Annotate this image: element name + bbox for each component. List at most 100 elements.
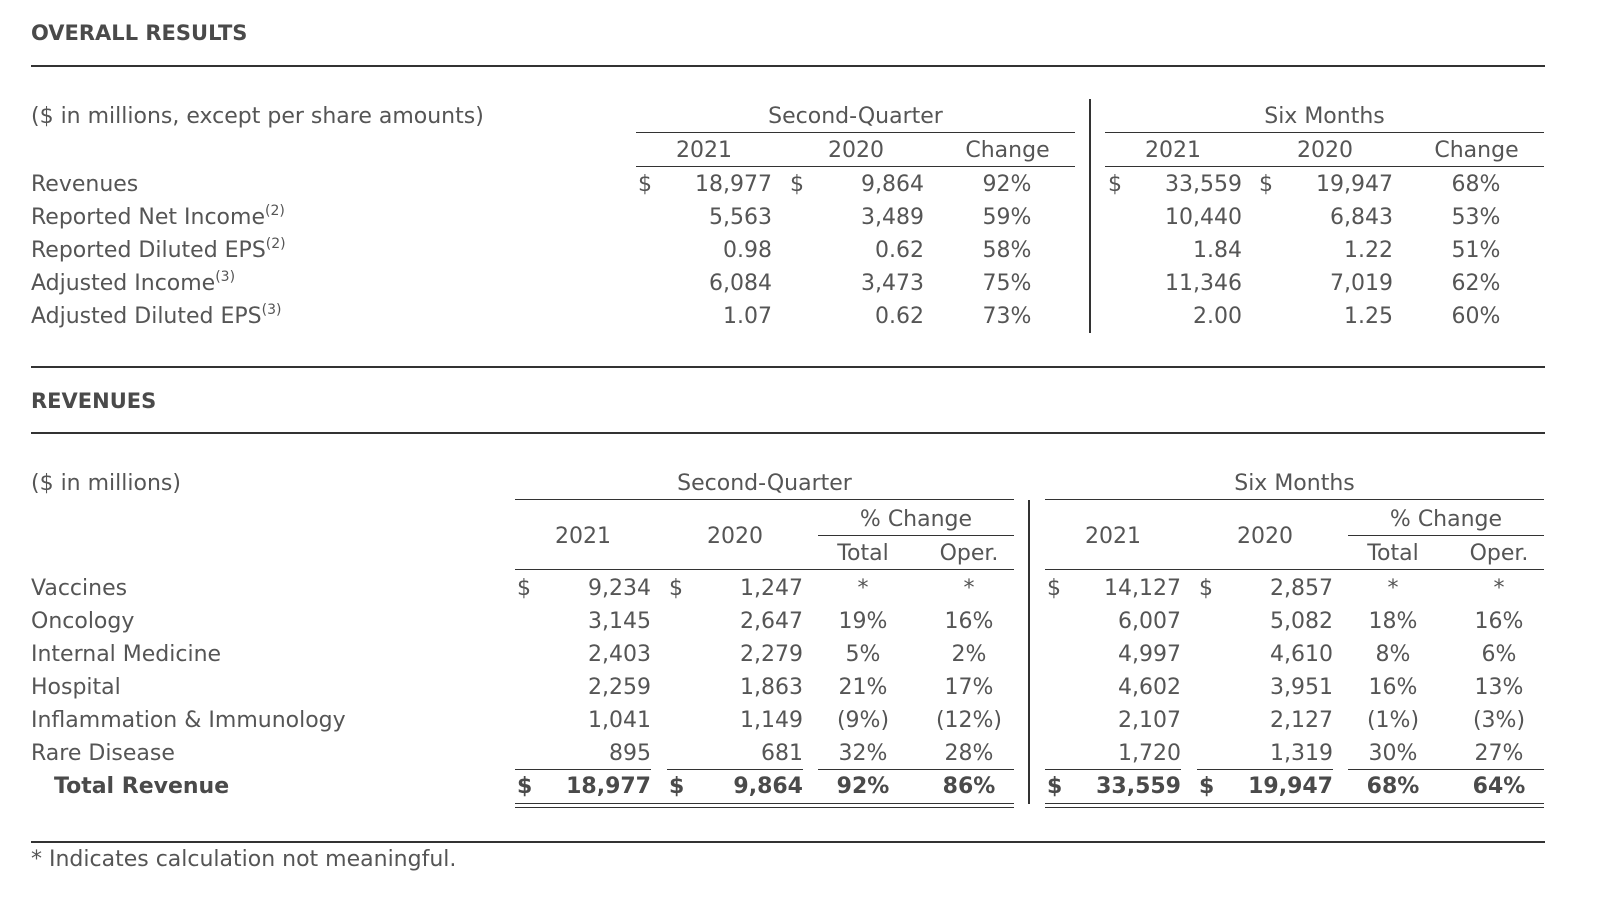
currency-symbol: $	[1047, 774, 1063, 799]
row-label: Rare Disease	[31, 741, 175, 766]
total-q2-oper: 86%	[942, 774, 996, 799]
footnote-ref: (2)	[265, 236, 286, 252]
group-underline	[515, 499, 1014, 500]
col-header-change: Change	[965, 138, 1050, 163]
overall-group-six-months: Six Months	[1264, 104, 1385, 129]
col-header-oper: Oper.	[939, 541, 999, 566]
section-divider	[31, 366, 1545, 368]
total-double-underline	[515, 803, 1014, 808]
row-label: Reported Net Income(2)	[31, 203, 285, 230]
overall-subtitle: ($ in millions, except per share amounts…	[31, 104, 484, 129]
total-6m-total: 68%	[1366, 774, 1420, 799]
col-header-total: Total	[1367, 541, 1419, 566]
total-6m-2020: 19,947	[1248, 774, 1333, 799]
value-q2-total: 21%	[838, 675, 888, 700]
value-q2-oper: 16%	[944, 609, 994, 634]
value-6m-2021: 10,440	[1165, 205, 1242, 230]
value-q2-2020: 3,473	[861, 271, 924, 296]
currency-symbol: $	[669, 774, 685, 799]
value-6m-oper: 6%	[1481, 642, 1517, 667]
value-6m-2021: 6,007	[1118, 609, 1181, 634]
row-label: Adjusted Diluted EPS(3)	[31, 302, 282, 329]
value-6m-oper: *	[1493, 576, 1505, 601]
value-6m-change: 53%	[1451, 205, 1501, 230]
section-divider	[31, 432, 1545, 434]
pct-change-underline	[818, 535, 1014, 536]
value-q2-2020: 2,279	[740, 642, 803, 667]
value-q2-2021: 9,234	[588, 576, 651, 601]
value-6m-2020: 19,947	[1316, 172, 1393, 197]
value-q2-oper: 17%	[944, 675, 994, 700]
header-underline	[1105, 166, 1544, 167]
value-q2-2021: 1,041	[588, 708, 651, 733]
value-q2-total: 5%	[845, 642, 881, 667]
value-6m-change: 62%	[1451, 271, 1501, 296]
col-header-total: Total	[837, 541, 889, 566]
value-q2-total: 32%	[838, 741, 888, 766]
overall-group-second-quarter: Second-Quarter	[768, 104, 943, 129]
value-6m-2020: 1,319	[1270, 741, 1333, 766]
col-header-pct-change: % Change	[859, 507, 973, 532]
value-q2-change: 75%	[982, 271, 1032, 296]
value-q2-2020: 3,489	[861, 205, 924, 230]
subtotal-underline	[1045, 769, 1181, 770]
value-6m-2021: 11,346	[1165, 271, 1242, 296]
revenues-group-second-quarter: Second-Quarter	[677, 471, 852, 496]
row-label: Hospital	[31, 675, 121, 700]
currency-symbol: $	[669, 576, 683, 601]
column-separator	[1028, 500, 1030, 804]
subtotal-underline	[667, 769, 803, 770]
value-6m-oper: 16%	[1474, 609, 1524, 634]
value-q2-change: 59%	[982, 205, 1032, 230]
value-6m-oper: 13%	[1474, 675, 1524, 700]
value-6m-total: 16%	[1368, 675, 1418, 700]
value-6m-2021: 1.84	[1193, 238, 1242, 263]
total-6m-oper: 64%	[1472, 774, 1526, 799]
subtotal-underline	[515, 769, 651, 770]
row-label: Inflammation & Immunology	[31, 708, 346, 733]
value-q2-2021: 2,403	[588, 642, 651, 667]
total-q2-2021: 18,977	[566, 774, 651, 799]
value-q2-2021: 3,145	[588, 609, 651, 634]
value-q2-oper: 2%	[951, 642, 987, 667]
value-6m-2020: 4,610	[1270, 642, 1333, 667]
header-underline	[636, 166, 1075, 167]
value-6m-2020: 5,082	[1270, 609, 1333, 634]
subtotal-underline	[1348, 769, 1544, 770]
header-underline	[1045, 569, 1544, 570]
revenues-group-six-months: Six Months	[1234, 471, 1355, 496]
section-divider	[31, 841, 1545, 843]
row-label: Oncology	[31, 609, 135, 634]
value-q2-oper: *	[963, 576, 975, 601]
value-6m-2021: 2,107	[1118, 708, 1181, 733]
value-6m-2021: 4,997	[1118, 642, 1181, 667]
col-header-2021: 2021	[555, 524, 611, 549]
col-header-2020: 2020	[1297, 138, 1353, 163]
subtotal-underline	[1197, 769, 1333, 770]
currency-symbol: $	[1259, 172, 1273, 197]
row-label: Adjusted Income(3)	[31, 269, 236, 296]
value-q2-2020: 0.62	[875, 304, 924, 329]
value-q2-2020: 1,149	[740, 708, 803, 733]
value-6m-oper: (3%)	[1472, 708, 1526, 733]
value-q2-2021: 1.07	[723, 304, 772, 329]
col-header-pct-change: % Change	[1389, 507, 1503, 532]
footnote-ref: (2)	[265, 203, 285, 219]
value-6m-total: 8%	[1375, 642, 1411, 667]
row-label: Revenues	[31, 172, 139, 197]
value-6m-oper: 27%	[1474, 741, 1524, 766]
col-header-2020: 2020	[828, 138, 884, 163]
value-6m-2020: 1.25	[1344, 304, 1393, 329]
col-header-2021: 2021	[1085, 524, 1141, 549]
currency-symbol: $	[1199, 774, 1215, 799]
value-6m-total: *	[1387, 576, 1399, 601]
value-6m-2021: 14,127	[1104, 576, 1181, 601]
total-label: Total Revenue	[54, 774, 230, 799]
total-q2-2020: 9,864	[733, 774, 803, 799]
currency-symbol: $	[638, 172, 652, 197]
value-6m-2020: 1.22	[1344, 238, 1393, 263]
total-q2-total: 92%	[836, 774, 890, 799]
value-q2-2021: 895	[609, 741, 651, 766]
currency-symbol: $	[1108, 172, 1122, 197]
col-header-2020: 2020	[1237, 524, 1293, 549]
